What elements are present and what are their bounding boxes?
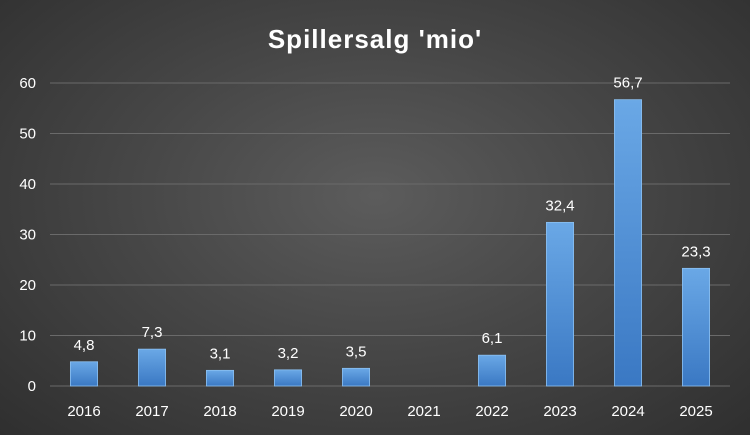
- y-tick-label: 10: [19, 328, 36, 345]
- bar: [614, 99, 643, 387]
- bar: [477, 354, 506, 387]
- data-label: 6,1: [482, 330, 503, 347]
- x-tick-label: 2020: [339, 403, 372, 420]
- data-label: 4,8: [74, 337, 95, 354]
- data-label: 3,5: [346, 343, 367, 360]
- bar: [546, 221, 575, 387]
- data-label: 3,2: [278, 345, 299, 362]
- x-tick-label: 2025: [679, 403, 712, 420]
- x-tick-label: 2016: [67, 403, 100, 420]
- y-tick-label: 40: [19, 176, 36, 193]
- bar: [137, 348, 166, 387]
- data-label: 3,1: [210, 345, 231, 362]
- bar: [70, 361, 99, 387]
- data-label: 56,7: [613, 75, 642, 92]
- data-label: 23,3: [681, 243, 710, 260]
- x-axis-ticks: 2016 2017 2018 2019 2020 2021 2022 2023 2024 2025: [67, 403, 712, 420]
- x-tick-label: 2019: [271, 403, 304, 420]
- bar: [273, 369, 302, 387]
- y-tick-label: 20: [19, 277, 36, 294]
- x-tick-label: 2021: [407, 403, 440, 420]
- data-label: 7,3: [142, 324, 163, 341]
- x-tick-label: 2022: [475, 403, 508, 420]
- y-tick-label: 60: [19, 75, 36, 92]
- bars: [70, 99, 711, 387]
- bar: [341, 367, 370, 387]
- bar: [682, 267, 711, 387]
- y-axis-ticks: 0 10 20 30 40 50 60: [19, 75, 36, 395]
- data-labels: 4,8 7,3 3,1 3,2 3,5 6,1 32,4 56,7 23,3: [74, 75, 711, 363]
- y-tick-label: 30: [19, 227, 36, 244]
- x-tick-label: 2024: [611, 403, 644, 420]
- x-tick-label: 2017: [135, 403, 168, 420]
- x-tick-label: 2018: [203, 403, 236, 420]
- x-tick-label: 2023: [543, 403, 576, 420]
- bar: [205, 369, 234, 387]
- data-label: 32,4: [545, 197, 574, 214]
- chart-title: Spillersalg 'mio': [268, 24, 482, 54]
- gridlines: [50, 82, 730, 387]
- y-tick-label: 50: [19, 126, 36, 143]
- y-tick-label: 0: [28, 378, 36, 395]
